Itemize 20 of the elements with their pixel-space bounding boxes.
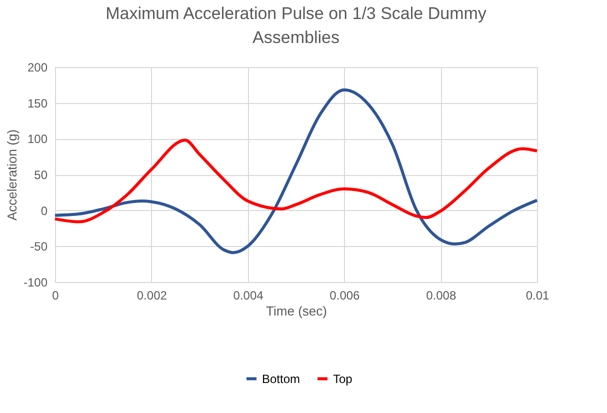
y-tick-label: -100: [23, 276, 48, 290]
x-tick-label: 0.004: [233, 288, 264, 302]
x-axis-title: Time (sec): [266, 304, 327, 318]
y-tick-label: 50: [34, 168, 48, 182]
y-tick-label: 100: [27, 132, 48, 146]
line-series: [54, 138, 538, 224]
x-tick-label: 0: [52, 288, 60, 302]
y-tick-label: 0: [40, 204, 48, 218]
x-tick-label: 0.002: [136, 288, 168, 302]
y-tick-label: 200: [27, 60, 48, 74]
line-series: [54, 88, 538, 254]
y-axis-title: Acceleration (g): [4, 129, 20, 221]
x-tick-label: 0.006: [330, 288, 360, 302]
x-tick-label: 0.01: [526, 288, 550, 302]
chart-title: Maximum Acceleration Pulse on 1/3 Scale Dummy Assemblies: [106, 4, 487, 47]
legend-label: Top: [333, 372, 353, 386]
y-tick-label: 150: [27, 96, 48, 110]
legend-label: Bottom: [262, 372, 300, 386]
y-tick-label: -50: [30, 240, 48, 254]
x-tick-label: 0.008: [426, 288, 456, 302]
